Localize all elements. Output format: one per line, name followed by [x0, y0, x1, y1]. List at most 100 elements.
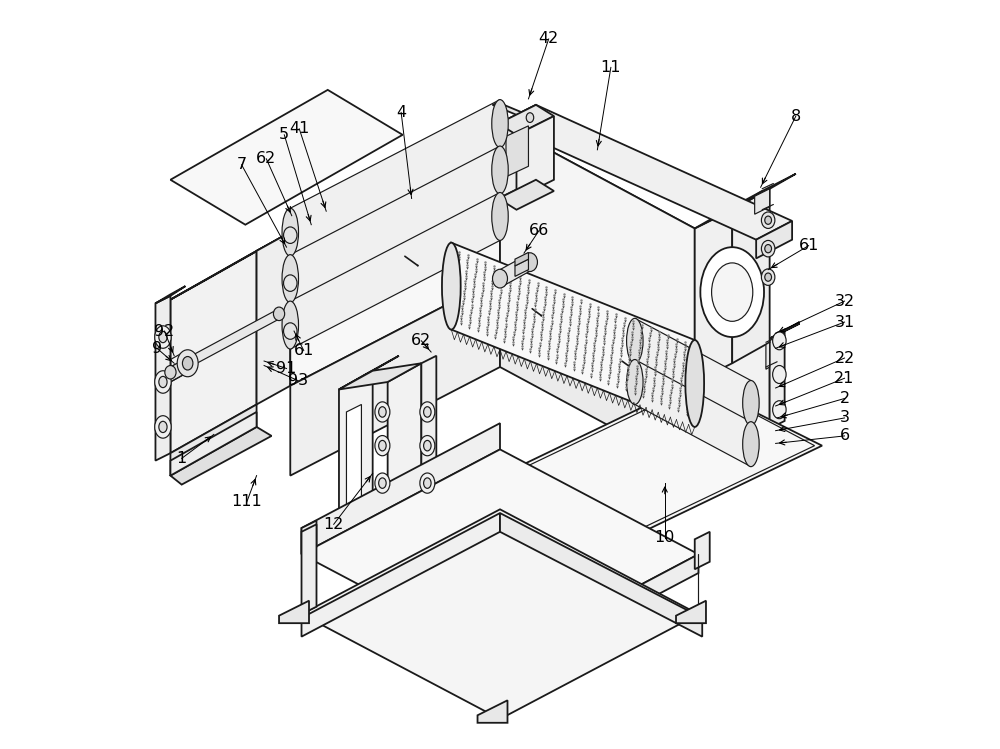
Polygon shape [732, 189, 770, 363]
Ellipse shape [743, 422, 759, 467]
Ellipse shape [375, 401, 390, 422]
Ellipse shape [761, 269, 775, 285]
Ellipse shape [420, 401, 435, 422]
Ellipse shape [155, 416, 171, 438]
Polygon shape [302, 423, 500, 554]
Polygon shape [155, 296, 170, 461]
Polygon shape [302, 524, 316, 614]
Polygon shape [170, 427, 272, 485]
Polygon shape [766, 342, 770, 369]
Ellipse shape [284, 323, 297, 339]
Polygon shape [676, 601, 706, 623]
Text: 31: 31 [834, 315, 855, 330]
Polygon shape [290, 100, 500, 256]
Text: 8: 8 [791, 109, 801, 124]
Polygon shape [500, 124, 695, 382]
Polygon shape [279, 601, 309, 623]
Ellipse shape [375, 473, 390, 494]
Ellipse shape [492, 146, 508, 194]
Polygon shape [499, 180, 554, 210]
Polygon shape [499, 105, 536, 198]
Ellipse shape [155, 326, 171, 348]
Polygon shape [770, 324, 800, 339]
Ellipse shape [159, 421, 167, 433]
Text: 41: 41 [289, 121, 309, 136]
Polygon shape [290, 124, 500, 386]
Ellipse shape [442, 243, 461, 330]
Polygon shape [170, 251, 257, 453]
Ellipse shape [379, 440, 386, 451]
Polygon shape [756, 221, 792, 258]
Polygon shape [506, 126, 528, 177]
Polygon shape [170, 309, 279, 377]
Ellipse shape [743, 380, 759, 425]
Text: 7: 7 [237, 157, 247, 172]
Ellipse shape [420, 436, 435, 455]
Text: 10: 10 [655, 530, 675, 545]
Ellipse shape [424, 407, 431, 417]
Polygon shape [170, 90, 403, 225]
Ellipse shape [165, 366, 176, 379]
Text: 4: 4 [396, 105, 406, 120]
Ellipse shape [492, 192, 508, 240]
Ellipse shape [773, 332, 786, 350]
Polygon shape [155, 286, 185, 303]
Polygon shape [346, 404, 361, 513]
Ellipse shape [685, 340, 704, 427]
Ellipse shape [420, 473, 435, 494]
Polygon shape [302, 521, 316, 554]
Polygon shape [421, 356, 436, 502]
Polygon shape [290, 277, 500, 476]
Polygon shape [695, 532, 710, 569]
Ellipse shape [159, 331, 167, 343]
Ellipse shape [522, 253, 537, 272]
Ellipse shape [379, 478, 386, 488]
Ellipse shape [493, 269, 507, 288]
Polygon shape [170, 232, 290, 300]
Polygon shape [500, 382, 822, 539]
Ellipse shape [700, 247, 764, 337]
Polygon shape [515, 259, 528, 276]
Ellipse shape [773, 401, 786, 419]
Polygon shape [290, 192, 500, 349]
Ellipse shape [627, 318, 643, 363]
Polygon shape [515, 252, 528, 266]
Text: 3: 3 [840, 410, 850, 425]
Polygon shape [170, 360, 184, 382]
Ellipse shape [761, 212, 775, 228]
Text: 2: 2 [839, 391, 850, 406]
Polygon shape [695, 322, 800, 382]
Polygon shape [755, 189, 770, 214]
Polygon shape [500, 554, 698, 678]
Polygon shape [302, 449, 698, 659]
Ellipse shape [273, 307, 285, 321]
Text: 91: 91 [276, 361, 297, 376]
Polygon shape [732, 174, 796, 210]
Polygon shape [302, 509, 698, 719]
Ellipse shape [424, 440, 431, 451]
Text: 42: 42 [539, 31, 559, 46]
Polygon shape [339, 363, 421, 389]
Polygon shape [500, 105, 792, 240]
Ellipse shape [182, 357, 193, 370]
Text: 61: 61 [294, 343, 314, 358]
Polygon shape [493, 103, 543, 124]
Ellipse shape [424, 478, 431, 488]
Text: 21: 21 [834, 371, 855, 386]
Ellipse shape [177, 350, 198, 377]
Text: 62: 62 [256, 151, 276, 166]
Ellipse shape [159, 376, 167, 388]
Polygon shape [451, 243, 695, 427]
Text: 32: 32 [834, 294, 855, 309]
Text: 11: 11 [601, 60, 621, 75]
Ellipse shape [765, 216, 772, 225]
Polygon shape [770, 331, 785, 428]
Ellipse shape [155, 371, 171, 393]
Text: 93: 93 [288, 373, 308, 388]
Ellipse shape [375, 436, 390, 455]
Polygon shape [339, 356, 399, 389]
Polygon shape [170, 404, 257, 476]
Text: 66: 66 [529, 223, 549, 238]
Text: 12: 12 [324, 517, 344, 532]
Ellipse shape [712, 263, 753, 321]
